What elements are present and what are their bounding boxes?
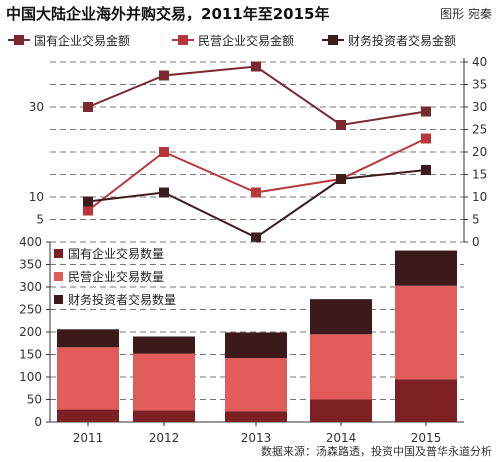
- legend-swatch-financial-amount: [322, 35, 344, 45]
- bar-y-tick-label: 200: [19, 325, 42, 339]
- legend-label-private-amount: 民营企业交易金额: [198, 34, 295, 48]
- data-source: 数据来源：汤森路透，投资中国及普华永道分析: [261, 445, 492, 458]
- line-series-0: [87, 65, 427, 127]
- line-right-tick-label: 0: [472, 235, 480, 249]
- line-point-0: [159, 70, 169, 81]
- legend-label-state-amount: 国有企业交易金额: [34, 34, 131, 48]
- line-point-2: [83, 196, 93, 207]
- line-right-tick-label: 40: [472, 55, 487, 69]
- bar-segment-0: [395, 379, 457, 422]
- line-right-tick-label: 30: [472, 100, 487, 114]
- bar-legend-label: 国有企业交易数量: [68, 246, 164, 261]
- bar-y-tick-label: 50: [27, 393, 42, 407]
- bar-legend-swatch: [54, 272, 63, 281]
- chart-credit: 图形 宛秦: [440, 7, 492, 21]
- legend-label-financial-amount: 财务投资者交易金额: [348, 34, 457, 48]
- x-tick-label: 2012: [149, 431, 180, 445]
- bar-y-tick-label: 0: [34, 415, 42, 429]
- line-point-1: [159, 147, 169, 157]
- bar-segment-1: [395, 285, 457, 380]
- line-left-tick-label: 10: [29, 190, 44, 204]
- bar-y-tick-label: 350: [19, 258, 42, 272]
- bar-legend-swatch: [54, 295, 63, 304]
- bar-segment-1: [133, 353, 195, 411]
- line-point-0: [251, 61, 261, 72]
- bar-segment-2: [395, 250, 457, 286]
- line-point-2: [251, 232, 261, 243]
- bar-segment-0: [133, 410, 195, 422]
- line-right-tick-label: 35: [472, 78, 487, 92]
- bar-y-tick-label: 150: [19, 348, 42, 362]
- line-series-2: [87, 169, 427, 239]
- line-point-1: [83, 205, 93, 216]
- bar-segment-1: [57, 347, 119, 410]
- bar-segment-2: [310, 299, 372, 335]
- line-point-1: [251, 187, 261, 198]
- bar-legend-label: 民营企业交易数量: [68, 269, 164, 284]
- bar-segment-0: [310, 399, 372, 422]
- legend-swatch-private-amount: [172, 35, 194, 45]
- x-tick-label: 2015: [411, 431, 442, 445]
- line-right-tick-label: 20: [472, 145, 487, 159]
- line-legend: 国有企业交易金额 民营企业交易金额 财务投资者交易金额: [0, 30, 500, 50]
- line-point-0: [336, 120, 346, 130]
- bar-segment-2: [133, 336, 195, 354]
- x-tick-label: 2014: [326, 431, 357, 445]
- bar-y-tick-label: 300: [19, 280, 42, 294]
- chart-title: 中国大陆企业海外并购交易，2011年至2015年: [6, 5, 330, 23]
- bar-segment-0: [225, 411, 287, 422]
- bar-y-tick-label: 100: [19, 370, 42, 384]
- bar-segment-0: [57, 409, 119, 422]
- line-right-tick-label: 10: [472, 190, 487, 204]
- line-point-1: [421, 133, 431, 144]
- bar-legend-label: 财务投资者交易数量: [68, 292, 176, 307]
- x-tick-label: 2011: [73, 431, 104, 445]
- bar-segment-1: [225, 358, 287, 412]
- line-left-tick-label: 30: [29, 100, 44, 114]
- line-point-2: [421, 165, 431, 175]
- line-point-2: [336, 174, 346, 184]
- line-right-tick-label: 15: [472, 168, 487, 182]
- bar-segment-2: [57, 329, 119, 348]
- legend-swatch-state-amount: [8, 35, 30, 45]
- x-tick-label: 2013: [241, 431, 272, 445]
- line-point-0: [421, 106, 431, 117]
- line-right-tick-label: 25: [472, 123, 487, 137]
- line-point-0: [83, 102, 93, 112]
- bar-y-tick-label: 250: [19, 303, 42, 317]
- line-left-tick-label: 5: [36, 213, 44, 227]
- line-point-2: [159, 187, 169, 198]
- bar-y-tick-label: 400: [19, 235, 42, 249]
- bar-segment-2: [225, 332, 287, 359]
- bar-legend-swatch: [54, 249, 63, 258]
- line-right-tick-label: 5: [472, 213, 480, 227]
- bar-segment-1: [310, 334, 372, 400]
